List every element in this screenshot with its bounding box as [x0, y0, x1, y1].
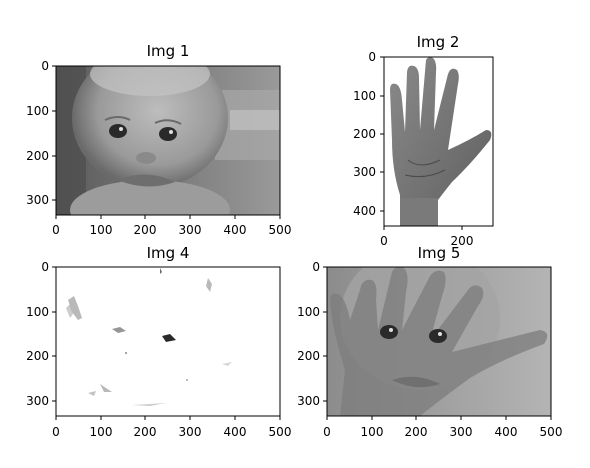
- x-tick-label: 200: [134, 425, 157, 439]
- x-tick-label: 300: [179, 425, 202, 439]
- panel-img5: Img 5 0 100 200 300 400 500: [297, 244, 562, 439]
- x-tick-label: 500: [269, 223, 292, 237]
- difference-image: [56, 267, 280, 416]
- y-axis-ticks: 0 100 200 300: [297, 260, 327, 408]
- x-tick-label: 0: [52, 223, 60, 237]
- baby-face-image: [56, 66, 280, 215]
- y-tick-label: 200: [26, 349, 49, 363]
- x-tick-label: 0: [52, 425, 60, 439]
- x-axis-ticks: 0 100 200 300 400 500: [323, 416, 562, 439]
- y-tick-label: 100: [26, 104, 49, 118]
- x-tick-label: 100: [361, 425, 384, 439]
- y-tick-label: 300: [26, 394, 49, 408]
- y-axis-ticks: 0 100 200 300: [26, 260, 56, 408]
- y-tick-label: 200: [297, 349, 320, 363]
- panel-title: Img 5: [418, 244, 461, 262]
- x-tick-label: 100: [90, 425, 113, 439]
- panel-title: Img 2: [417, 33, 460, 51]
- y-tick-label: 300: [353, 165, 376, 179]
- x-tick-label: 500: [269, 425, 292, 439]
- panel-img4: Img 4 0 100 200 300: [26, 244, 291, 439]
- x-tick-label: 200: [134, 223, 157, 237]
- hand-image: [384, 57, 493, 226]
- panel-title: Img 1: [147, 42, 190, 60]
- x-tick-label: 500: [540, 425, 563, 439]
- x-tick-label: 400: [495, 425, 518, 439]
- x-tick-label: 200: [405, 425, 428, 439]
- x-tick-label: 300: [179, 223, 202, 237]
- y-tick-label: 300: [297, 394, 320, 408]
- y-tick-label: 300: [26, 193, 49, 207]
- blended-image: [327, 267, 551, 416]
- y-axis-ticks: 0 100 200 300: [26, 59, 56, 207]
- y-tick-label: 0: [41, 59, 49, 73]
- panel-title: Img 4: [147, 244, 190, 262]
- x-tick-label: 100: [90, 223, 113, 237]
- y-axis-ticks: 0 100 200 300 400: [353, 50, 384, 218]
- x-axis-ticks: 0 100 200 300 400 500: [52, 215, 291, 237]
- y-tick-label: 400: [353, 204, 376, 218]
- x-axis-ticks: 0 100 200 300 400 500: [52, 416, 291, 439]
- y-tick-label: 200: [26, 149, 49, 163]
- y-tick-label: 200: [353, 127, 376, 141]
- panel-img2: Img 2 0 200 0 100 200 300 400: [353, 33, 494, 248]
- x-tick-label: 400: [224, 223, 247, 237]
- y-tick-label: 100: [353, 89, 376, 103]
- y-tick-label: 0: [312, 260, 320, 274]
- x-tick-label: 0: [323, 425, 331, 439]
- x-axis-ticks: 0 200: [380, 226, 473, 248]
- x-tick-label: 300: [450, 425, 473, 439]
- y-tick-label: 0: [41, 260, 49, 274]
- x-tick-label: 200: [451, 234, 474, 248]
- panel-img1: Img 1 0 100 200: [26, 42, 291, 237]
- y-tick-label: 0: [368, 50, 376, 64]
- x-tick-label: 400: [224, 425, 247, 439]
- y-tick-label: 100: [26, 305, 49, 319]
- x-tick-label: 0: [380, 234, 388, 248]
- y-tick-label: 100: [297, 305, 320, 319]
